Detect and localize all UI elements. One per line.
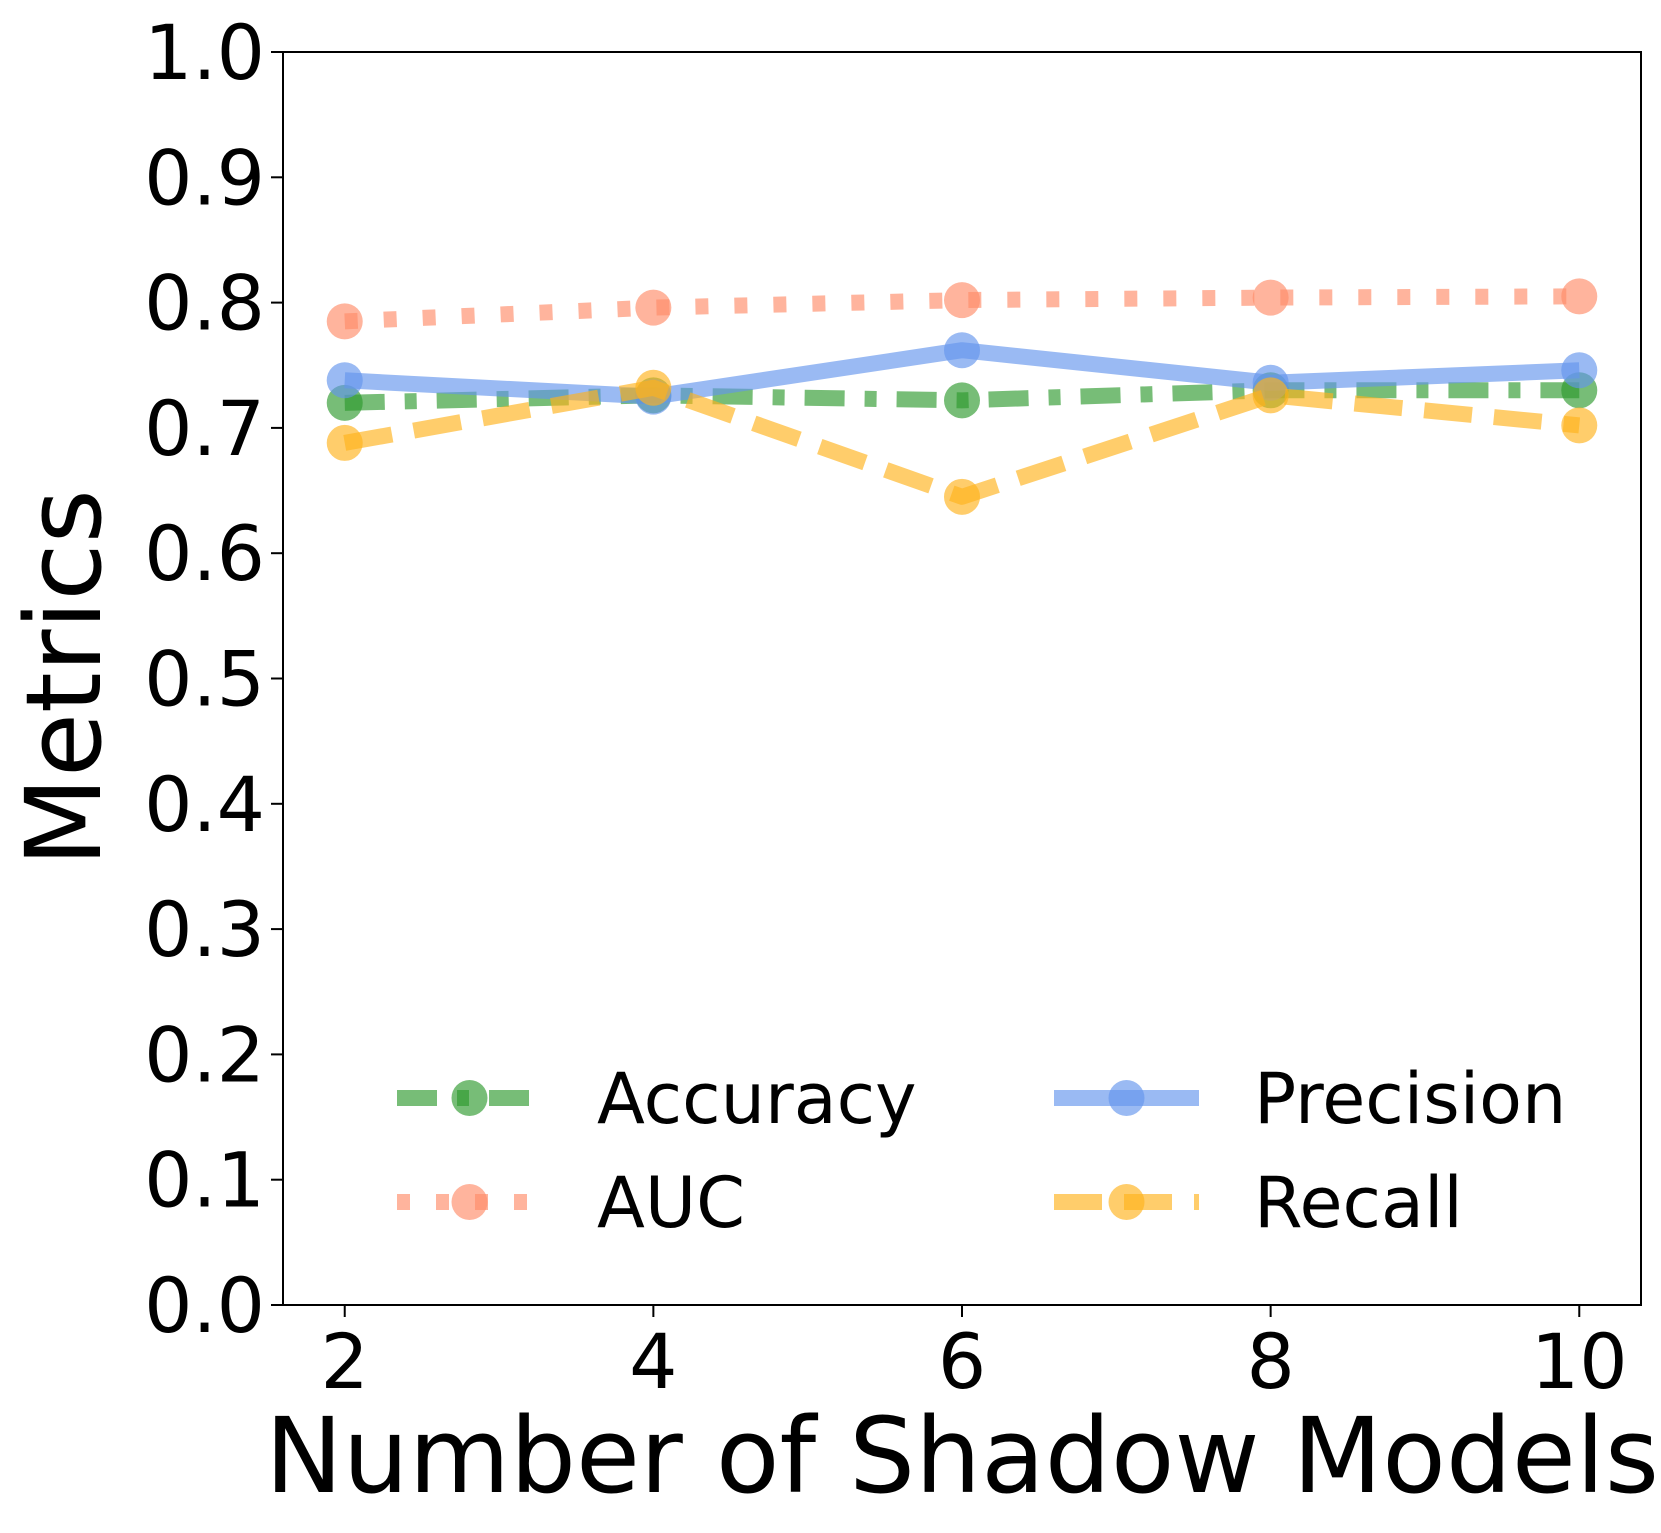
y-tick-label: 0.3 bbox=[144, 885, 265, 974]
y-axis-label: Metrics bbox=[3, 489, 125, 867]
legend-label-auc: AUC bbox=[597, 1162, 745, 1244]
x-tick-label: 8 bbox=[1246, 1317, 1294, 1406]
data-point-precision bbox=[944, 332, 980, 369]
data-point-accuracy bbox=[944, 382, 980, 419]
legend: Accuracy AUC Precision Recall bbox=[397, 1058, 1566, 1244]
x-tick-label: 10 bbox=[1531, 1317, 1628, 1406]
x-tick-label: 6 bbox=[938, 1317, 986, 1406]
x-tick-label: 2 bbox=[321, 1317, 369, 1406]
data-point-auc bbox=[1252, 279, 1289, 316]
data-point-auc bbox=[1561, 278, 1598, 315]
legend-label-recall: Recall bbox=[1254, 1162, 1463, 1244]
data-point-auc bbox=[635, 289, 672, 326]
legend-marker-auc bbox=[451, 1184, 488, 1220]
data-point-recall bbox=[944, 478, 980, 515]
legend-label-precision: Precision bbox=[1254, 1058, 1566, 1140]
ticks: 0.0 0.1 0.2 0.3 0.4 0.5 0.6 0.7 0.8 0.9 1.0 2 4 6 8 10 bbox=[144, 8, 1628, 1406]
legend-marker-accuracy bbox=[451, 1080, 488, 1116]
y-tick-label: 0.4 bbox=[144, 760, 265, 849]
data-point-recall bbox=[1561, 407, 1598, 444]
x-tick-label: 4 bbox=[629, 1317, 677, 1406]
x-axis-label: Number of Shadow Models bbox=[265, 1395, 1659, 1517]
y-tick-label: 0.5 bbox=[144, 635, 265, 724]
legend-marker-recall bbox=[1108, 1184, 1145, 1220]
data-point-precision bbox=[1561, 352, 1598, 389]
data-point-recall bbox=[635, 369, 672, 406]
data-point-precision bbox=[326, 362, 363, 399]
y-tick-label: 1.0 bbox=[144, 8, 265, 97]
y-tick-label: 0.0 bbox=[144, 1261, 265, 1350]
y-tick-label: 0.9 bbox=[144, 133, 265, 222]
data-point-recall bbox=[1252, 377, 1289, 414]
legend-marker-precision bbox=[1108, 1080, 1145, 1116]
data-point-recall bbox=[326, 424, 363, 461]
data-point-auc bbox=[944, 282, 980, 319]
series-line-auc bbox=[344, 288, 1580, 330]
y-tick-label: 0.7 bbox=[144, 384, 265, 473]
y-tick-label: 0.2 bbox=[144, 1010, 265, 1099]
y-tick-label: 0.6 bbox=[144, 509, 265, 598]
y-tick-label: 0.8 bbox=[144, 259, 265, 348]
series bbox=[326, 278, 1598, 515]
legend-label-accuracy: Accuracy bbox=[597, 1058, 917, 1140]
data-point-auc bbox=[326, 303, 363, 340]
y-tick-label: 0.1 bbox=[144, 1136, 265, 1225]
